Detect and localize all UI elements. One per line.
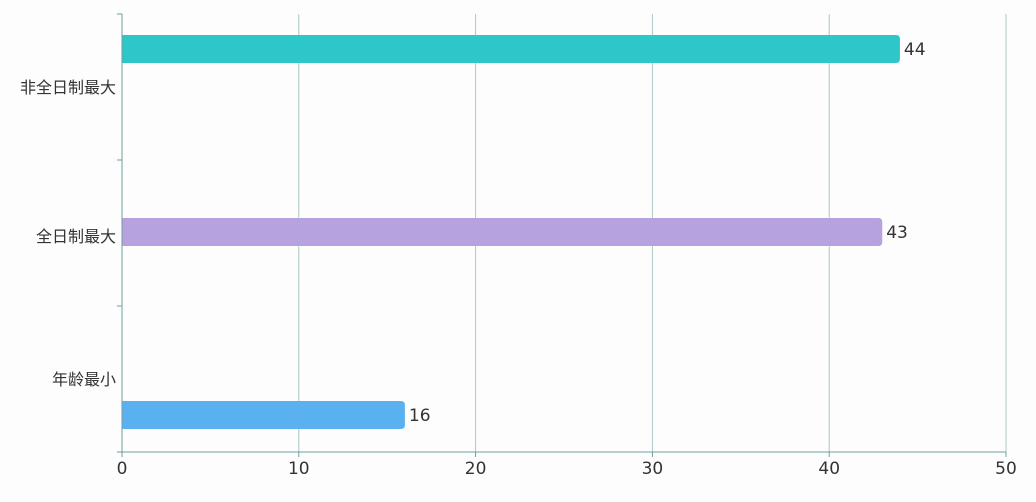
data-label: 44: [904, 40, 926, 60]
x-tick-label: 40: [818, 459, 840, 479]
x-tick-label: 10: [288, 459, 310, 479]
data-label: 16: [409, 406, 431, 426]
x-tick-label: 0: [117, 459, 128, 479]
label-layer: 0 10 20 30 40 50 44 非全日制最大 43 全日制最大 16 年龄最小: [20, 40, 1017, 479]
x-tick-label: 30: [642, 459, 664, 479]
y-category-label: 非全日制最大: [20, 78, 116, 97]
bar-3: [122, 401, 405, 429]
x-tick-label: 50: [995, 459, 1017, 479]
axis-layer: [117, 13, 1007, 457]
bar-2: [122, 218, 883, 246]
x-tick-label: 20: [465, 459, 487, 479]
bar-layer: [122, 35, 900, 429]
bar-1: [122, 35, 900, 63]
y-category-label: 年龄最小: [52, 370, 116, 389]
data-label: 43: [886, 223, 908, 243]
y-category-label: 全日制最大: [36, 227, 116, 246]
